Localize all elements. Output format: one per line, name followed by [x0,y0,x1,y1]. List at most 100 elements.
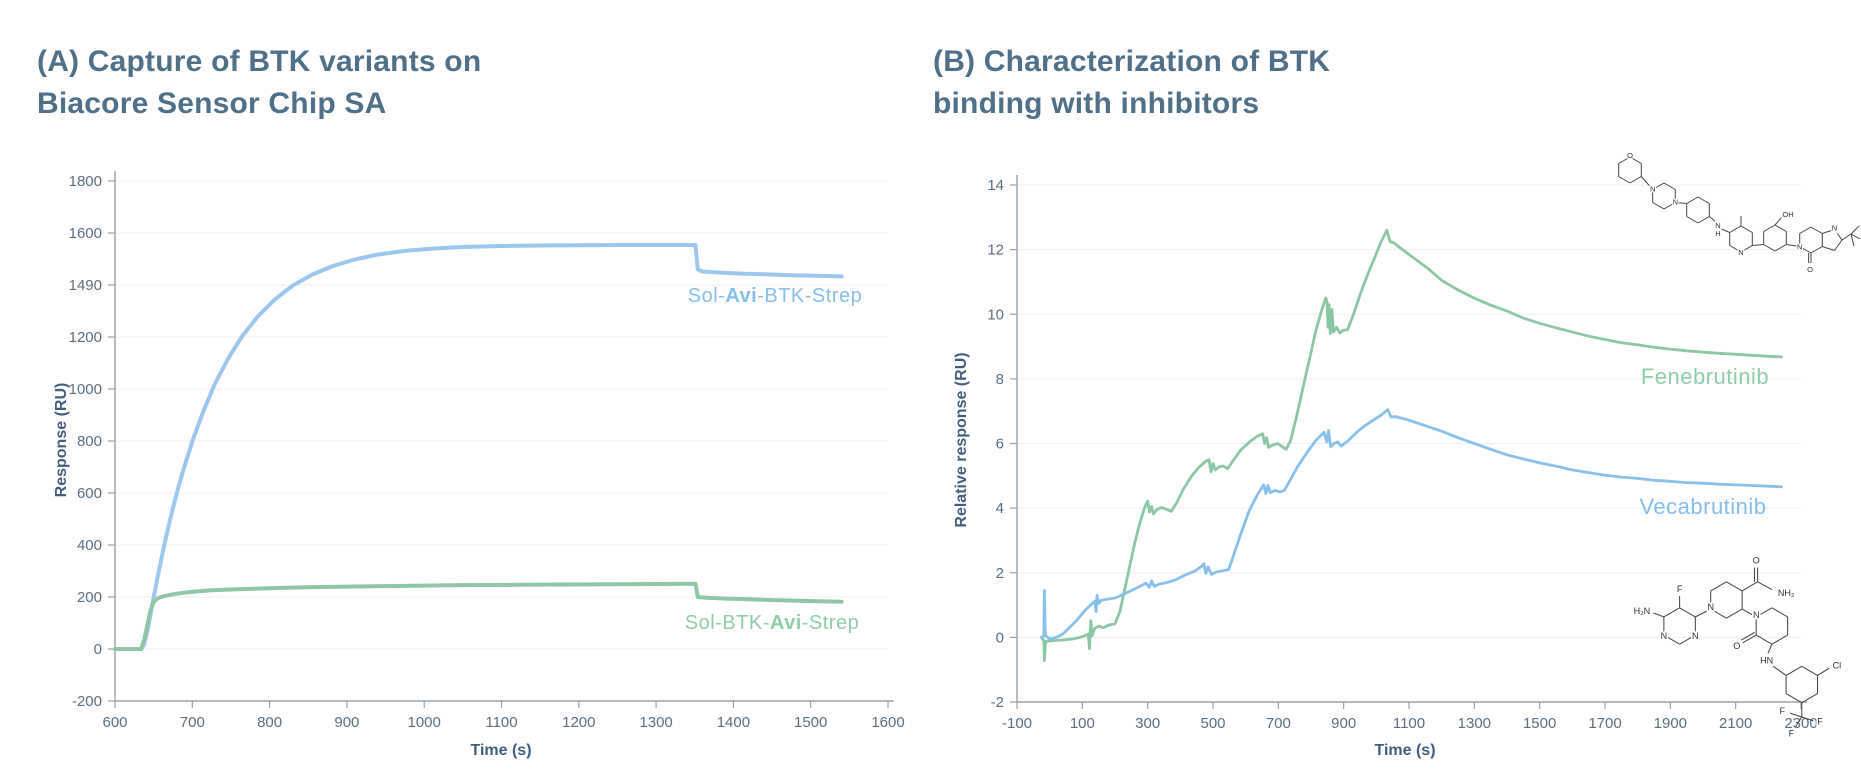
bond-line [1789,712,1802,718]
bond-line [1786,244,1800,247]
curve-label: Sol-Avi-BTK-Strep [688,285,863,307]
atom-label: H [1715,229,1720,238]
y-tick-label: 6 [996,436,1004,453]
atom-label: O [1627,151,1633,160]
x-tick-label: 300 [1135,715,1160,732]
bond-line [1799,226,1812,234]
y-tick-label: 12 [987,242,1004,259]
bond-line [1794,716,1803,728]
atom-label: N [1673,197,1678,206]
bond-line [1740,245,1753,253]
bond-line [1695,608,1711,618]
y-tick-label: 10 [987,306,1004,323]
bond-line [1708,216,1716,222]
vecabrutinib-structure: F H₂N N N N O NH₂ N O HN Cl F F F [1632,554,1843,740]
x-tick-label: 600 [102,714,127,731]
y-tick-label: 0 [94,641,102,658]
x-tick-label: -100 [1002,715,1032,732]
bond-line [1697,196,1710,204]
y-tick-label: 4 [996,500,1004,517]
x-tick-label: 1700 [1588,715,1621,732]
bond-line [1652,182,1665,190]
bond-line [1771,607,1788,618]
bond-line [1763,244,1776,252]
y-tick-label: 2 [996,565,1004,582]
bond-line [1822,229,1835,234]
y-tick-label: 400 [77,537,102,554]
atom-label: HN [1760,656,1773,666]
chart-b-y-axis-title: Relative response (RU) [953,352,970,528]
bond-line [1675,202,1687,204]
x-tick-label: 1100 [485,714,517,731]
bond-line [1653,612,1665,618]
panel-a-title: (A) Capture of BTK variants on Biacore S… [37,44,482,121]
bond-line [1652,202,1665,210]
atom-label: F [1677,584,1683,594]
bond-line [1772,665,1787,676]
bond-line [1763,224,1776,232]
y-tick-label: 1200 [69,329,102,346]
y-tick-label: 8 [996,371,1004,388]
series-curve [1040,408,1783,641]
y-tick-label: 200 [77,589,102,606]
y-tick-label: 1490 [69,277,102,294]
y-tick-label: 0 [996,629,1004,646]
y-tick-label: 1600 [69,225,102,242]
bond-line [1710,581,1727,592]
bond-line [1774,224,1787,232]
bond-line [1679,607,1696,618]
atom-label: F [1817,717,1823,727]
bond-line [1742,634,1757,644]
y-tick-label: -2 [991,694,1004,711]
curve-label: Sol-BTK-Avi-Strep [685,612,859,634]
atom-label: Cl [1833,661,1842,671]
bond-line [1767,643,1773,654]
bond-line [1629,176,1642,184]
chart-a-x-axis-title: Time (s) [470,742,532,759]
x-tick-label: 1300 [1458,715,1491,732]
atom-label: N [1661,631,1668,641]
panel-b: 14 12 10 8 6 4 2 0 -2 -100 100 300 500 700 900 1100 1300… [930,130,1861,779]
bond-line [1697,216,1710,224]
bond-line [1801,665,1818,676]
atom-label: N [1650,184,1655,193]
series-curve [113,581,844,651]
series-curve [113,243,844,651]
x-tick-label: 1100 [1393,715,1425,732]
y-tick-label: -200 [72,693,102,710]
bond-line [1710,608,1727,619]
bond-line [1721,228,1730,233]
bond-line [1629,156,1642,164]
atom-label: N [1753,610,1760,620]
atom-label: N [1832,223,1837,232]
bond-line [1755,607,1773,618]
bond-line [1774,244,1787,252]
x-tick-label: 1600 [871,714,904,731]
bond-line [1850,225,1860,235]
x-tick-label: 700 [180,714,205,731]
bond-line [1785,693,1803,704]
curve-label: Vecabrutinib [1639,494,1766,519]
x-tick-label: 1500 [1523,715,1556,732]
atom-label: N [1797,242,1802,251]
bond-line [1663,634,1680,645]
bond-line [1741,608,1757,618]
bond-line [1618,156,1631,164]
bond-line [1834,239,1843,251]
atom-label: NH₂ [1778,588,1795,598]
bond-line [1757,581,1773,591]
x-tick-label: 500 [1200,715,1225,732]
bond-line [1686,196,1699,204]
x-tick-label: 700 [1266,715,1291,732]
bond-line [1663,202,1676,210]
bond-line [1729,245,1742,253]
bond-line [1726,608,1743,619]
bond-line [1740,225,1753,233]
chart-b-x-axis-title: Time (s) [1374,742,1436,759]
bond-line [1850,233,1855,247]
bond-line [1810,246,1823,254]
atom-label: N [1715,221,1720,230]
bond-line [1686,216,1699,224]
atom-label: OH [1782,210,1793,219]
